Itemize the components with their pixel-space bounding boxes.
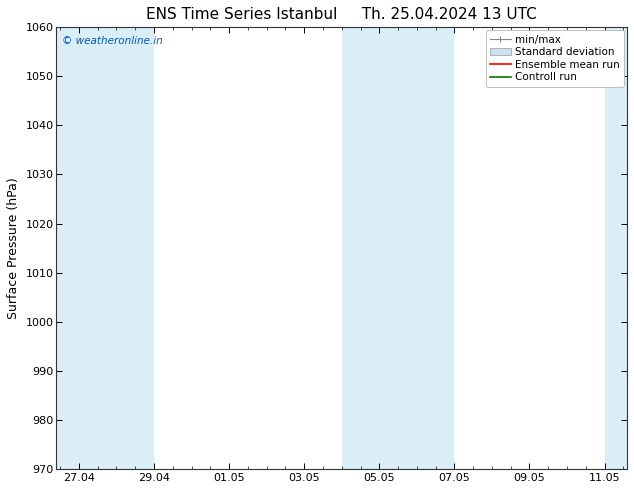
- Bar: [56, 27, 154, 469]
- Y-axis label: Surface Pressure (hPa): Surface Pressure (hPa): [7, 177, 20, 319]
- Legend: min/max, Standard deviation, Ensemble mean run, Controll run: min/max, Standard deviation, Ensemble me…: [486, 30, 624, 87]
- Text: © weatheronline.in: © weatheronline.in: [62, 36, 163, 46]
- Bar: [605, 27, 627, 469]
- Title: ENS Time Series Istanbul     Th. 25.04.2024 13 UTC: ENS Time Series Istanbul Th. 25.04.2024 …: [146, 7, 537, 22]
- Bar: [342, 27, 455, 469]
